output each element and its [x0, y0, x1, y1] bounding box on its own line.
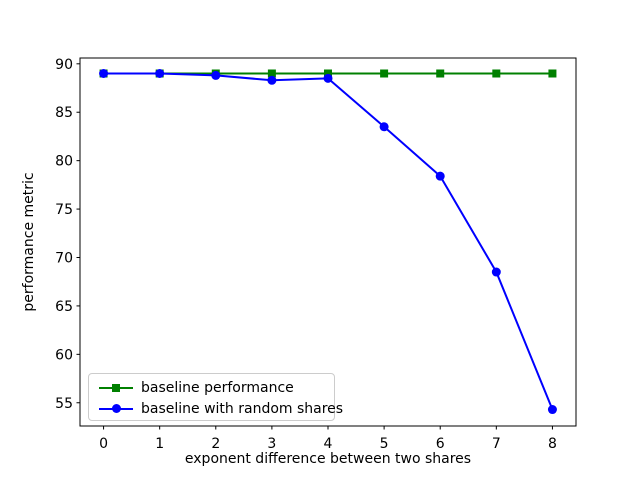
y-tick-label: 60	[55, 347, 73, 363]
x-tick-label: 2	[211, 436, 220, 452]
series-line-1	[103, 72, 554, 410]
y-axis-label: performance metric	[21, 172, 37, 312]
axes-frame	[79, 57, 577, 427]
square-marker-icon	[436, 69, 445, 78]
square-marker-icon	[548, 69, 557, 78]
circle-marker-icon	[155, 68, 165, 78]
legend-label: baseline performance	[141, 379, 294, 396]
circle-marker-icon	[435, 171, 445, 181]
x-tick-label: 7	[492, 436, 501, 452]
circle-marker-icon	[99, 68, 109, 78]
y-tick-label: 90	[55, 57, 73, 73]
legend-entry-random-shares: baseline with random shares	[99, 398, 343, 419]
x-tick-label: 4	[324, 436, 333, 452]
green-square-line-sample-icon	[99, 382, 133, 393]
legend-label: baseline with random shares	[141, 400, 344, 417]
x-tick-label: 1	[155, 436, 164, 452]
circle-marker-icon	[491, 267, 501, 277]
x-tick-label: 3	[267, 436, 276, 452]
y-tick-label: 75	[55, 202, 73, 218]
square-marker-icon	[492, 69, 501, 78]
x-tick-label: 8	[548, 436, 557, 452]
x-axis-label: exponent difference between two shares	[184, 451, 472, 467]
y-tick-label: 65	[55, 299, 73, 315]
x-tick-label: 5	[380, 436, 389, 452]
y-tick-label: 85	[55, 105, 73, 121]
legend-entry-baseline-performance: baseline performance	[99, 377, 334, 398]
y-tick-label: 70	[55, 250, 73, 266]
square-marker-icon	[380, 69, 389, 78]
x-tick-label: 0	[99, 436, 108, 452]
y-tick-label: 80	[55, 154, 73, 170]
circle-marker-icon	[547, 405, 557, 415]
circle-marker-icon	[267, 75, 277, 85]
y-tick-label: 55	[55, 396, 73, 412]
square-marker-icon	[112, 383, 120, 392]
circle-marker-icon	[379, 122, 389, 132]
circle-marker-icon	[112, 404, 121, 413]
blue-circle-line-sample-icon	[99, 403, 133, 414]
legend: baseline performance baseline with rando…	[88, 373, 343, 421]
square-marker-icon	[324, 69, 332, 78]
square-marker-icon	[267, 69, 276, 78]
x-tick-label: 6	[436, 436, 445, 452]
circle-marker-icon	[211, 70, 221, 80]
circle-marker-icon	[323, 73, 333, 83]
